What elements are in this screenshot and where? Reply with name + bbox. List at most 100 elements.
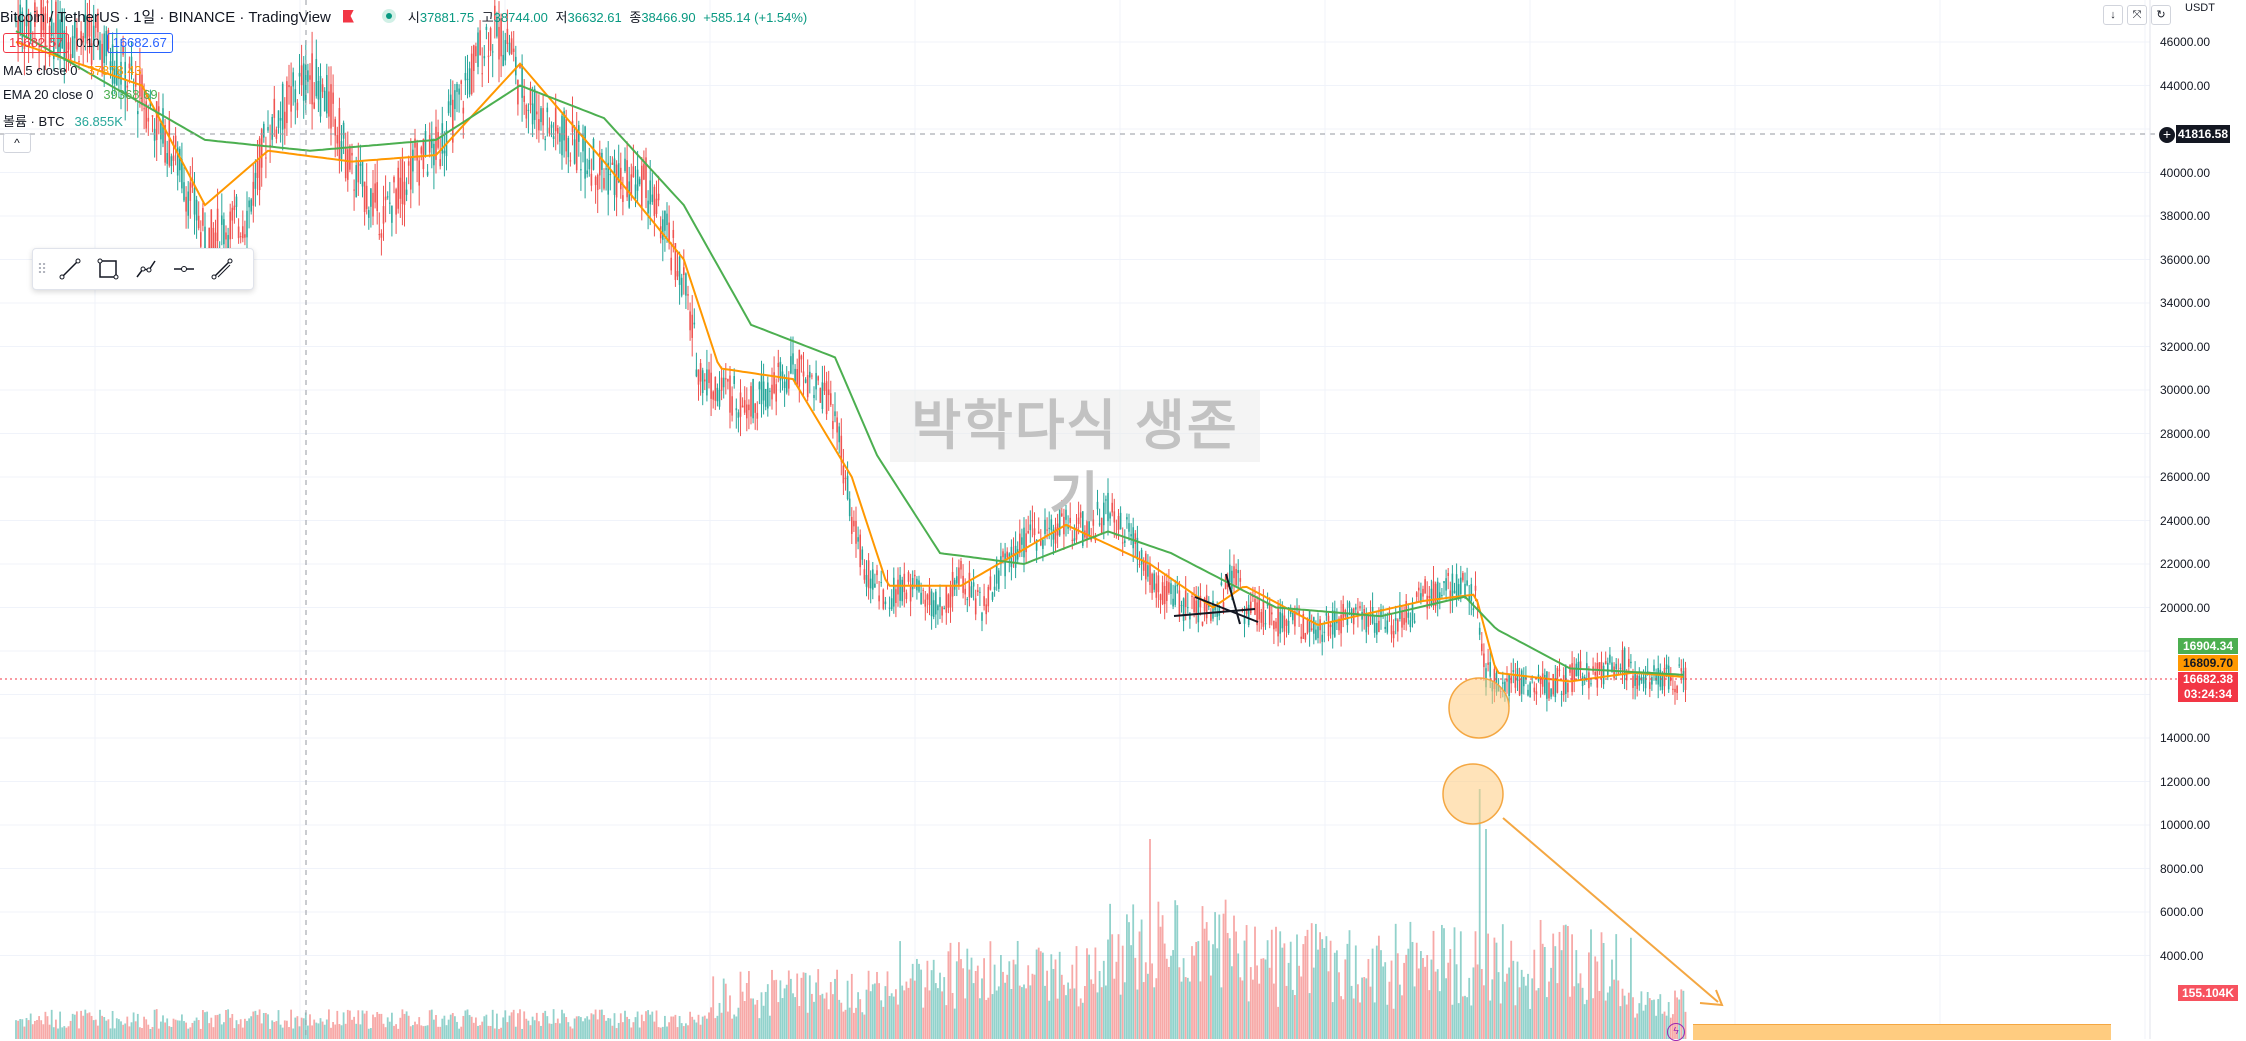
candle-body: [1392, 630, 1395, 639]
volume-bar: [731, 1018, 733, 1039]
candle-body: [40, 0, 42, 38]
volume-bar: [792, 993, 794, 1039]
candle-body: [416, 142, 418, 161]
candle-body: [1397, 619, 1399, 632]
volume-bar: [388, 1021, 391, 1039]
volume-bar: [1004, 982, 1006, 1039]
chevron-up-icon[interactable]: ^: [3, 133, 31, 153]
candle-body: [939, 597, 941, 607]
candle-body: [1149, 563, 1151, 585]
volume-bar: [764, 991, 767, 1039]
candle-body: [979, 591, 981, 593]
volume-bar: [94, 1019, 97, 1039]
volume-bar: [1562, 925, 1565, 1039]
trend-line-drawing-2: [1194, 596, 1259, 623]
volume-bar: [521, 1028, 523, 1039]
candle-body: [769, 390, 771, 392]
symbol-title[interactable]: Bitcoin / TetherUS · 1일 · BINANCE · Trad…: [0, 8, 331, 26]
indicator-ma5[interactable]: MA 5 close 0 37878.43: [3, 63, 142, 78]
candle-body: [949, 586, 952, 608]
volume-bar: [491, 1009, 494, 1039]
volume-bar: [1023, 984, 1025, 1039]
indicator-volume[interactable]: 볼륨 · BTC 36.855K: [3, 111, 123, 130]
candle-body: [36, 10, 38, 17]
volume-bar: [118, 1019, 120, 1039]
volume-bar: [1220, 987, 1223, 1039]
candle-body: [1050, 519, 1053, 531]
volume-bar: [162, 1015, 164, 1039]
candle-body: [1548, 682, 1550, 699]
candle-body: [1168, 582, 1170, 593]
trend-line-icon[interactable]: [51, 253, 89, 285]
candle-body: [853, 520, 855, 527]
volume-bar: [1466, 997, 1468, 1039]
candle-body: [1415, 592, 1418, 597]
volume-bar: [706, 1018, 708, 1039]
candle-body: [376, 182, 378, 212]
drag-handle-icon[interactable]: ⠿: [36, 260, 48, 277]
candle-body: [907, 572, 910, 582]
volume-bar: [1296, 934, 1298, 1039]
candle-body: [630, 174, 633, 196]
buy-button[interactable]: 16682.67: [106, 33, 173, 53]
plus-icon[interactable]: +: [2158, 126, 2176, 144]
volume-bar: [1132, 904, 1135, 1039]
candle-body: [1468, 594, 1470, 602]
volume-bar: [1520, 969, 1523, 1039]
volume-bar: [424, 1025, 427, 1039]
volume-bar: [409, 1026, 412, 1039]
candle-body: [237, 226, 240, 239]
fib-icon[interactable]: [203, 253, 241, 285]
candle-body: [508, 42, 511, 54]
sell-button[interactable]: 16682.57: [3, 33, 70, 53]
candle-body: [468, 68, 471, 95]
candle-body: [928, 585, 931, 606]
horizontal-ray-icon[interactable]: [165, 253, 203, 285]
volume-bar: [1430, 959, 1433, 1039]
volume-bar: [955, 961, 958, 1039]
volume-bar: [225, 1010, 227, 1039]
path-icon[interactable]: [127, 253, 165, 285]
volume-bar: [920, 969, 922, 1039]
indicator-ema20[interactable]: EMA 20 close 0 39368.69: [3, 87, 158, 102]
flag-icon[interactable]: [342, 9, 354, 23]
candle-body: [420, 147, 423, 154]
volume-bar: [378, 1013, 381, 1039]
candle-body: [1208, 604, 1210, 607]
volume-bar: [1495, 942, 1498, 1039]
volume-bar: [1659, 994, 1662, 1039]
volume-bar: [1243, 940, 1246, 1039]
volume-bar: [61, 1027, 64, 1039]
volume-bar: [588, 1019, 591, 1039]
volume-bar: [231, 1013, 234, 1039]
volume-bar: [1352, 998, 1355, 1039]
refresh-icon[interactable]: ↻: [2151, 5, 2171, 25]
volume-bar: [991, 994, 994, 1039]
volume-bar: [1581, 987, 1584, 1039]
candle-body: [1581, 676, 1584, 687]
volume-bar: [1592, 998, 1594, 1039]
volume-bar: [292, 1028, 295, 1039]
volume-bar: [1529, 1008, 1531, 1039]
candle-body: [231, 207, 234, 221]
candle-body: [449, 94, 452, 106]
rectangle-icon[interactable]: [89, 253, 127, 285]
candle-body: [1539, 676, 1542, 685]
lightning-icon[interactable]: ϟ: [1667, 1023, 1685, 1041]
volume-bar: [1081, 1002, 1084, 1039]
volume-bar: [979, 998, 981, 1039]
arrow-down-icon[interactable]: ↓: [2103, 5, 2123, 25]
candle-body: [943, 608, 945, 610]
volume-bar: [811, 993, 813, 1039]
candle-body: [827, 389, 830, 396]
volume-bar: [80, 1010, 82, 1039]
volume-bar: [1636, 1013, 1639, 1039]
candle-body: [357, 162, 360, 183]
collapse-icon[interactable]: ⤧: [2127, 5, 2147, 25]
candle-body: [964, 588, 966, 595]
currency-selector[interactable]: USDT: [2185, 2, 2215, 14]
candle-body: [607, 162, 609, 195]
candle-body: [693, 322, 696, 325]
candle-body: [643, 163, 645, 180]
